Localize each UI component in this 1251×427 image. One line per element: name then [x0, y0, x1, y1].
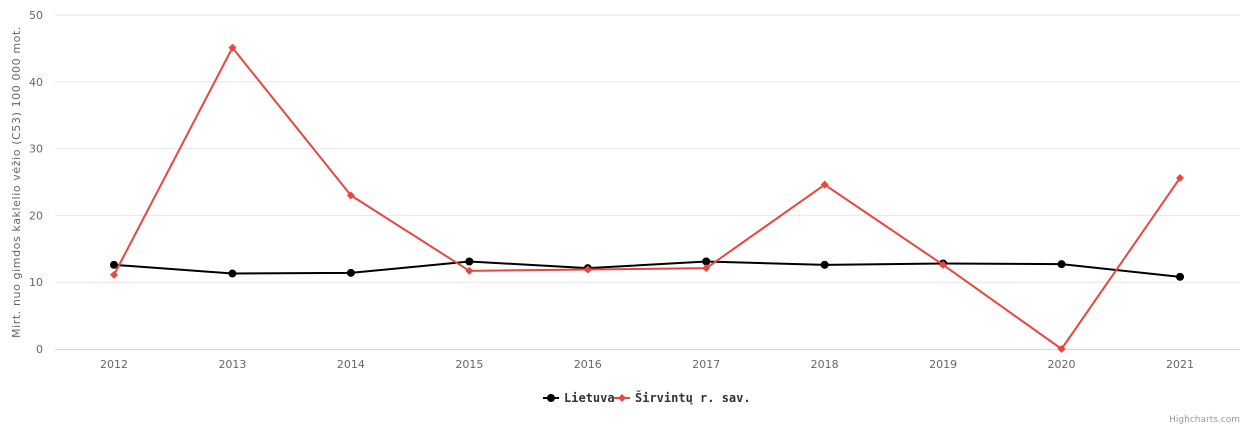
data-point[interactable] — [583, 265, 592, 274]
y-tick-label: 10 — [29, 276, 43, 289]
x-tick-label: 2015 — [455, 358, 483, 371]
series-line — [113, 46, 1181, 350]
legend: Lietuva Širvintų r. sav. — [543, 390, 751, 405]
data-point[interactable] — [939, 260, 948, 269]
x-tick-label: 2021 — [1166, 358, 1194, 371]
credits-text[interactable]: Highcharts.com — [1169, 415, 1240, 425]
legend-label: Širvintų r. sav. — [635, 390, 751, 405]
series-line — [113, 260, 1181, 278]
y-tick-label: 40 — [29, 76, 43, 89]
x-tick-label: 2020 — [1048, 358, 1076, 371]
data-point[interactable] — [1176, 173, 1184, 182]
data-point[interactable] — [110, 260, 118, 269]
data-point[interactable] — [1176, 272, 1184, 281]
legend-marker — [618, 394, 626, 402]
y-tick-label: 0 — [36, 343, 43, 356]
data-point[interactable] — [702, 264, 711, 273]
legend-label: Lietuva — [564, 391, 615, 405]
data-point[interactable] — [228, 43, 237, 52]
x-tick-label: 2014 — [337, 358, 365, 371]
legend-marker — [547, 394, 555, 402]
data-point[interactable] — [346, 268, 355, 277]
data-point[interactable] — [346, 191, 355, 200]
x-tick-label: 2013 — [218, 358, 246, 371]
x-tick-label: 2012 — [100, 358, 128, 371]
x-tick-label: 2019 — [929, 358, 957, 371]
series-group — [110, 43, 1184, 353]
legend-item-0[interactable]: Lietuva — [543, 391, 615, 405]
data-point[interactable] — [702, 257, 711, 266]
y-tick-label: 20 — [29, 209, 43, 222]
y-tick-label: 30 — [29, 143, 43, 156]
y-axis-ticks: 0 10 20 30 40 50 — [29, 9, 43, 356]
x-tick-label: 2017 — [692, 358, 720, 371]
data-point[interactable] — [110, 270, 118, 279]
data-point[interactable] — [1057, 345, 1066, 353]
data-point[interactable] — [465, 257, 474, 266]
y-tick-label: 50 — [29, 9, 43, 22]
data-point[interactable] — [1057, 260, 1066, 269]
data-point[interactable] — [228, 269, 237, 278]
x-tick-label: 2018 — [811, 358, 839, 371]
x-axis-ticks: 2012 2013 2014 2015 2016 2017 2018 2019 2020 2021 — [100, 358, 1194, 371]
data-point[interactable] — [820, 180, 829, 189]
data-point[interactable] — [820, 260, 829, 269]
data-point[interactable] — [465, 266, 474, 275]
y-axis-label: Mirt. nuo gimdos kaklelio vėžio (C53) 10… — [10, 26, 23, 338]
grid-lines — [55, 14, 1240, 283]
series-1 — [110, 43, 1184, 353]
x-tick-label: 2016 — [574, 358, 602, 371]
legend-item-1[interactable]: Širvintų r. sav. — [614, 390, 751, 405]
